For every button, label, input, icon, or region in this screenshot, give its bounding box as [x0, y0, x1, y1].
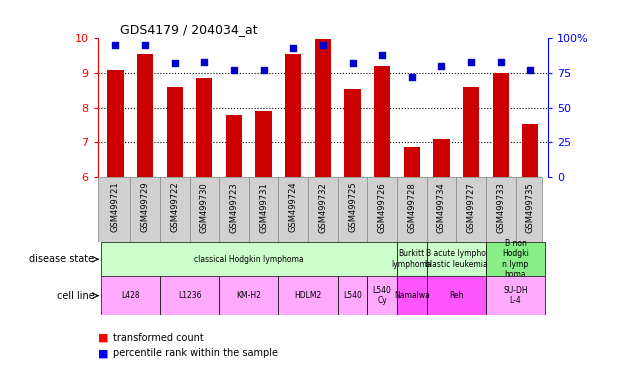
Text: GSM499725: GSM499725 [348, 182, 357, 232]
Bar [338, 276, 367, 315]
Text: GSM499731: GSM499731 [259, 182, 268, 233]
Text: B acute lympho
blastic leukemia: B acute lympho blastic leukemia [425, 250, 488, 269]
Bar [345, 88, 360, 177]
Text: Reh: Reh [449, 291, 464, 300]
Bar [166, 87, 183, 177]
Bar [427, 242, 486, 276]
Point [496, 59, 506, 65]
Text: B non
Hodgki
n lymp
homa: B non Hodgki n lymp homa [502, 239, 529, 279]
Text: GSM499721: GSM499721 [111, 182, 120, 232]
Bar [160, 276, 219, 315]
Bar [374, 66, 391, 177]
Text: GSM499730: GSM499730 [200, 182, 209, 233]
Point [407, 74, 417, 80]
Bar [463, 87, 479, 177]
Text: GSM499728: GSM499728 [407, 182, 416, 233]
Bar [101, 276, 160, 315]
Text: SU-DH
L-4: SU-DH L-4 [503, 286, 528, 305]
Text: GSM499722: GSM499722 [170, 182, 179, 232]
Bar [397, 276, 427, 315]
Bar [315, 39, 331, 177]
Bar [522, 124, 539, 177]
Bar [255, 111, 272, 177]
Bar [486, 242, 545, 276]
Bar [226, 115, 242, 177]
Text: transformed count: transformed count [113, 333, 204, 343]
Bar [404, 147, 420, 177]
Text: Namalwa: Namalwa [394, 291, 430, 300]
Text: disease state: disease state [30, 254, 94, 264]
Text: GSM499723: GSM499723 [229, 182, 239, 233]
Bar [137, 54, 153, 177]
Point [437, 63, 447, 69]
Bar [278, 276, 338, 315]
Text: cell line: cell line [57, 291, 94, 301]
Point [199, 59, 209, 65]
Text: GSM499734: GSM499734 [437, 182, 446, 233]
Bar [196, 78, 212, 177]
Bar [101, 242, 397, 276]
Bar [367, 276, 397, 315]
Text: GSM499735: GSM499735 [526, 182, 535, 233]
Point [525, 67, 536, 73]
Text: L1236: L1236 [178, 291, 201, 300]
Point [348, 60, 358, 66]
Bar [397, 242, 427, 276]
Text: L428: L428 [121, 291, 140, 300]
Point [318, 42, 328, 48]
Bar [493, 73, 509, 177]
Point [377, 52, 387, 58]
Bar [219, 276, 278, 315]
Text: GSM499726: GSM499726 [377, 182, 387, 233]
Text: KM-H2: KM-H2 [236, 291, 261, 300]
Text: Burkitt
lymphoma: Burkitt lymphoma [391, 250, 432, 269]
Text: L540: L540 [343, 291, 362, 300]
Text: GDS4179 / 204034_at: GDS4179 / 204034_at [120, 23, 258, 36]
Text: GSM499732: GSM499732 [318, 182, 328, 233]
Bar [433, 139, 450, 177]
Bar [486, 276, 545, 315]
Bar [285, 54, 301, 177]
Point [169, 60, 180, 66]
Text: ■: ■ [98, 333, 108, 343]
Text: GSM499729: GSM499729 [140, 182, 149, 232]
Text: GSM499727: GSM499727 [467, 182, 476, 233]
Text: GSM499724: GSM499724 [289, 182, 298, 232]
Point [258, 67, 268, 73]
Point [140, 42, 150, 48]
Text: HDLM2: HDLM2 [294, 291, 322, 300]
Point [229, 67, 239, 73]
Text: ■: ■ [98, 348, 108, 358]
Point [288, 45, 298, 51]
Point [110, 42, 120, 48]
Text: classical Hodgkin lymphoma: classical Hodgkin lymphoma [194, 255, 304, 264]
Bar [427, 276, 486, 315]
Text: L540
Cy: L540 Cy [373, 286, 392, 305]
Text: percentile rank within the sample: percentile rank within the sample [113, 348, 278, 358]
Text: GSM499733: GSM499733 [496, 182, 505, 233]
Bar [107, 70, 123, 177]
Point [466, 59, 476, 65]
